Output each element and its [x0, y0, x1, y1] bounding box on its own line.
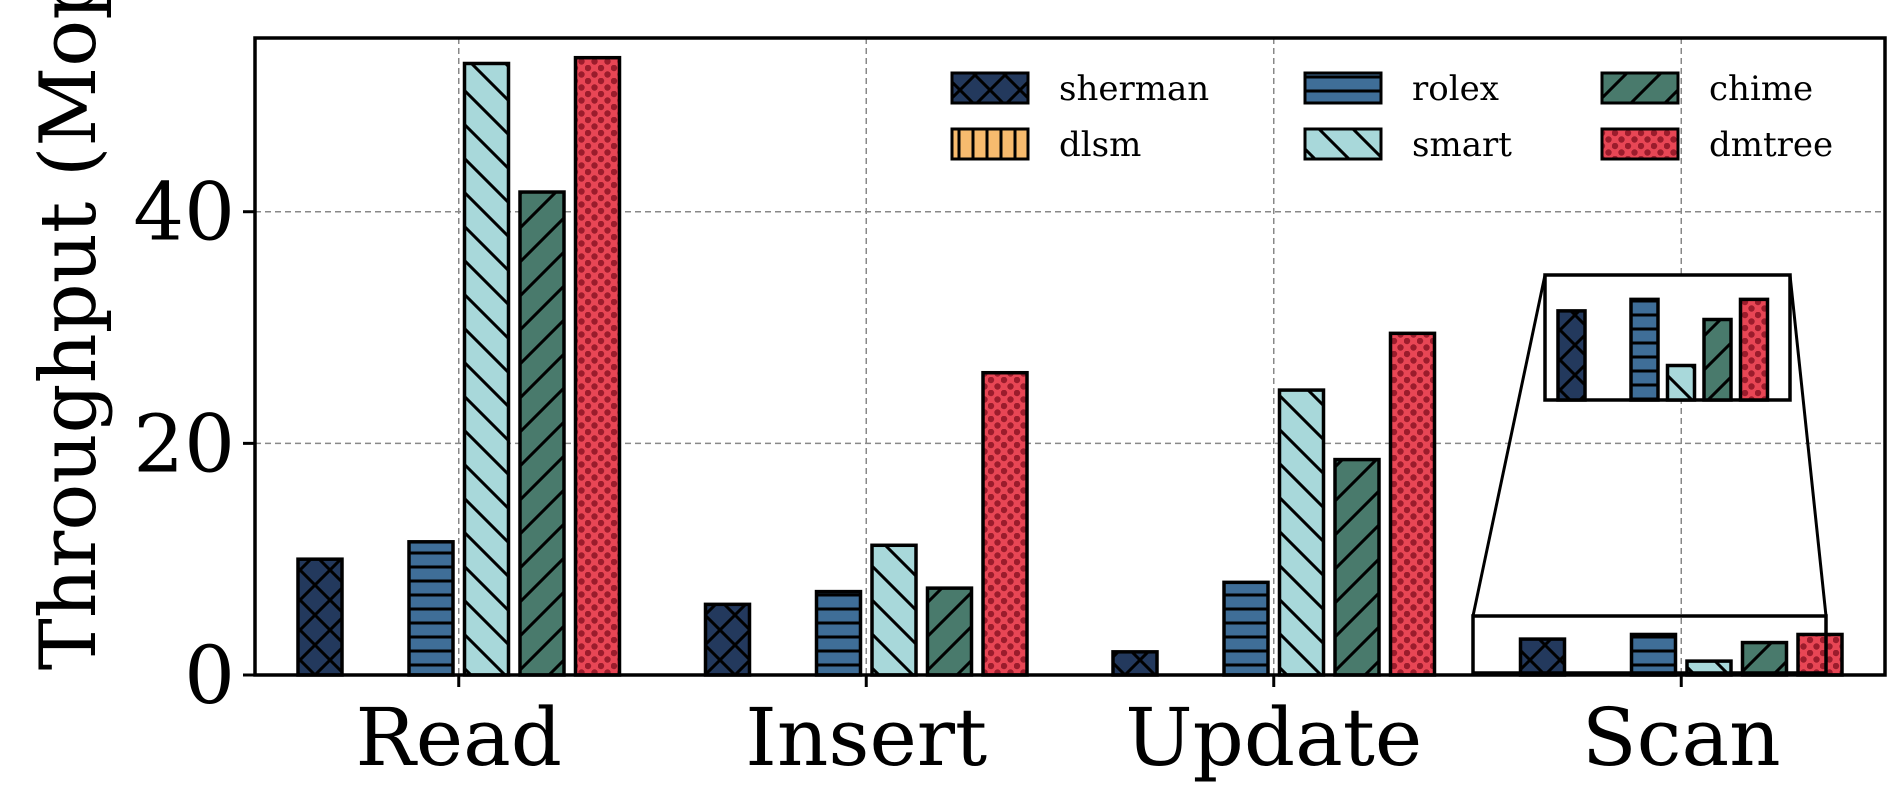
bar-dmtree-insert [981, 370, 1029, 677]
legend-label: dlsm [1059, 125, 1141, 165]
x-tick-label: Read [356, 691, 562, 784]
zoom-connector-left [1471, 274, 1547, 617]
legend-swatch [1600, 127, 1680, 161]
legend-item-chime: chime [1600, 69, 1813, 109]
bar-rolex-scan [1629, 632, 1678, 677]
bar-rolex-insert [814, 589, 863, 677]
y-tick-label: 0 [184, 629, 235, 722]
plot-frame [253, 36, 1887, 677]
legend-item-dmtree: dmtree [1600, 125, 1833, 165]
legend-item-rolex: rolex [1303, 69, 1499, 109]
x-tick-label: Scan [1582, 691, 1781, 784]
legend-label: rolex [1412, 69, 1499, 109]
bar-sherman-scan [1518, 637, 1567, 677]
inset-bar-sherman [1556, 309, 1587, 402]
legend-swatch [950, 127, 1030, 161]
bar-smart-insert [870, 543, 918, 677]
y-tick-label: 40 [133, 166, 235, 259]
bar-rolex-update [1222, 580, 1270, 677]
legend: sherman dlsm rolex smart chime dmtree [950, 69, 1833, 165]
bar-chime-read [518, 190, 566, 677]
legend-swatch [1303, 127, 1383, 161]
bar-sherman-update [1111, 650, 1159, 677]
legend-swatch [1600, 71, 1680, 105]
zoom-connector-right [1788, 274, 1828, 617]
bar-chime-scan [1740, 640, 1789, 677]
bar-chime-update [1333, 457, 1381, 677]
legend-label: sherman [1059, 69, 1209, 109]
bar-dmtree-scan [1796, 632, 1844, 677]
legend-label: chime [1709, 69, 1813, 109]
x-tick-label: Insert [745, 691, 987, 784]
legend-label: smart [1412, 125, 1512, 165]
inset-bar-chime [1702, 317, 1733, 402]
bars [296, 55, 1844, 677]
x-tick-label: Update [1125, 691, 1422, 784]
bar-smart-read [462, 61, 511, 677]
y-tick-label: 20 [133, 397, 235, 490]
bar-sherman-read [296, 557, 344, 677]
bar-chime-insert [925, 586, 974, 677]
bar-dmtree-update [1388, 331, 1437, 677]
legend-swatch [950, 71, 1030, 105]
inset-bar-dmtree [1738, 297, 1770, 402]
zoom-region-box [1471, 614, 1828, 675]
bar-rolex-read [407, 540, 455, 677]
bar-dmtree-read [573, 55, 622, 677]
legend-item-sherman: sherman [950, 69, 1209, 109]
scan-inset [1471, 273, 1828, 675]
legend-item-dlsm: dlsm [950, 125, 1141, 165]
y-axis-label: Throughput (Mops [24, 0, 114, 670]
inset-bar-smart [1665, 363, 1697, 402]
inset-bar-rolex [1629, 297, 1660, 402]
axis-ticks: 0 20 40 Read Insert Update Scan [133, 166, 1780, 784]
bar-smart-update [1277, 388, 1326, 677]
legend-label: dmtree [1709, 125, 1833, 165]
legend-swatch [1303, 71, 1383, 105]
legend-item-smart: smart [1303, 125, 1512, 165]
bar-sherman-insert [703, 602, 752, 677]
